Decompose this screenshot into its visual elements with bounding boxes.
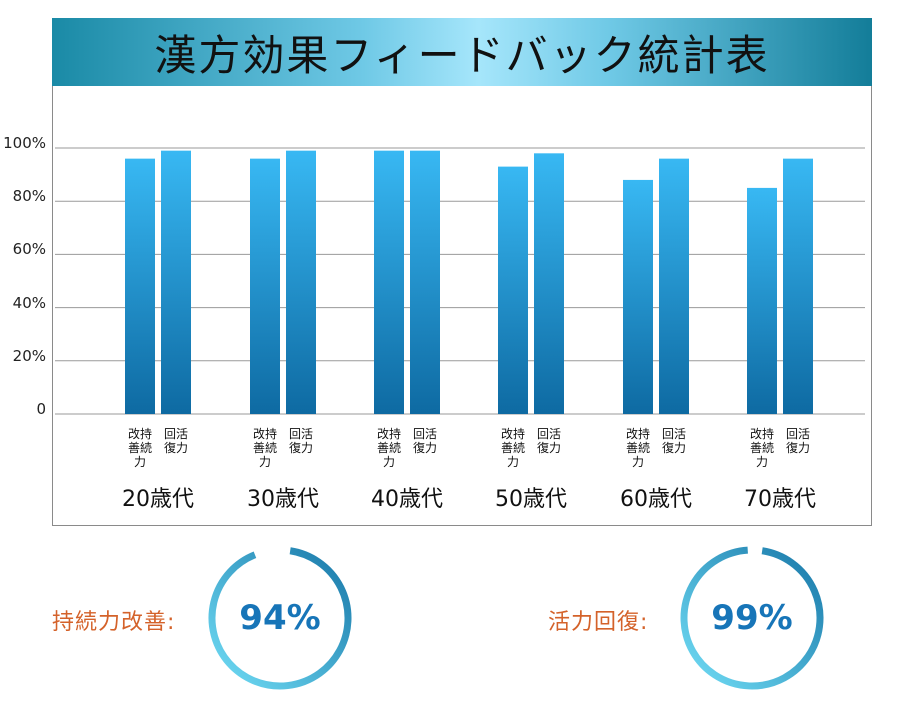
category-label: 30歳代 [247,487,319,512]
y-tick-label: 0 [36,400,46,418]
bar-endurance-70歳代 [747,187,777,414]
bar-endurance-50歳代 [498,166,528,414]
category-label: 20歳代 [122,487,194,512]
bar-endurance-40歳代 [374,150,404,414]
bar-vitality-70歳代 [783,158,813,414]
series-label: 回活復力 [662,427,686,455]
bar-chart: 改持善続力回活復力20歳代改持善続力回活復力30歳代改持善続力回活復力40歳代改… [55,147,865,512]
series-label: 改持善続力 [377,426,401,469]
category-label: 40歳代 [371,487,443,512]
series-label: 回活復力 [289,427,313,455]
y-tick-label: 60% [12,240,46,259]
bar-endurance-60歳代 [623,179,653,414]
bar-vitality-50歳代 [534,153,564,414]
chart-title: 漢方効果フィードバック統計表 [154,30,770,80]
series-label: 改持善続力 [253,426,277,469]
endurance-summary-value: 94% [239,598,321,638]
progress-arc [208,547,352,690]
series-label: 改持善続力 [501,426,525,469]
progress-arc [680,546,824,690]
title-banner: 漢方効果フィードバック統計表 [52,18,872,86]
category-label: 70歳代 [744,487,816,512]
category-label: 60歳代 [620,487,692,512]
y-tick-label: 20% [12,346,46,365]
series-label: 改持善続力 [128,426,152,469]
bar-vitality-60歳代 [659,158,689,414]
series-label: 回活復力 [164,427,188,455]
series-label: 回活復力 [537,427,561,455]
series-label: 回活復力 [413,427,437,455]
y-tick-label: 100% [3,134,46,152]
bar-vitality-20歳代 [161,150,191,414]
vitality-summary-label: 活力回復: [548,610,649,635]
vitality-summary-value: 99% [711,598,793,638]
y-tick-label: 80% [12,187,46,206]
bar-vitality-40歳代 [410,150,440,414]
series-label: 改持善続力 [750,426,774,469]
endurance-summary-label: 持続力改善: [52,610,176,635]
bar-endurance-30歳代 [250,158,280,414]
bar-endurance-20歳代 [125,158,155,414]
series-label: 回活復力 [786,427,810,455]
category-label: 50歳代 [495,487,567,512]
chart-area: 改持善続力 回活復力 20歳代 改持善続力 回活復力 30歳代 改持善続力 回活復力 40歳代改… [52,86,872,526]
bar-vitality-30歳代 [286,150,316,414]
series-label: 改持善続力 [626,426,650,469]
endurance-progress-ring [208,547,352,690]
vitality-progress-ring [680,546,824,690]
y-tick-label: 40% [12,293,46,312]
